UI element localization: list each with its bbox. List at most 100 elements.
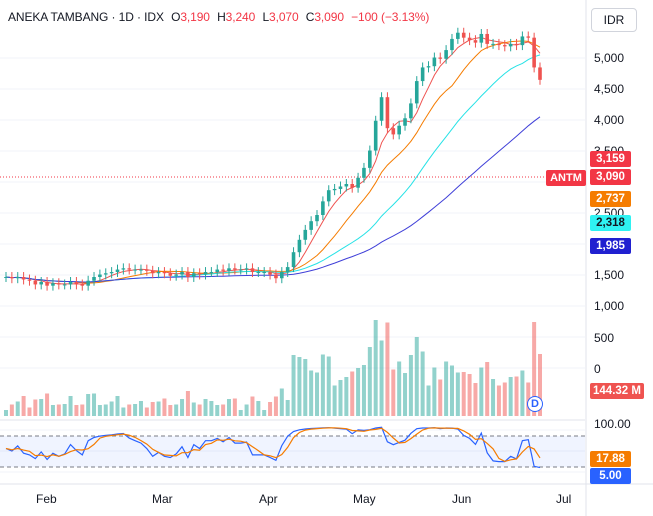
volume-bar <box>467 374 472 416</box>
candle-body <box>450 38 454 51</box>
candle-body <box>280 272 284 279</box>
volume-bar <box>9 404 14 416</box>
price-axis-label: 4,500 <box>594 82 625 96</box>
volume-bar <box>279 388 284 416</box>
volume-bar <box>508 377 513 416</box>
candle-body <box>297 239 302 253</box>
candle-body <box>356 177 360 188</box>
volume-bar <box>297 357 302 416</box>
volume-bar <box>256 401 261 416</box>
volume-bar <box>56 404 61 416</box>
volume-bar <box>121 407 126 416</box>
dividend-icon[interactable]: D <box>527 396 543 412</box>
candle-body <box>315 215 319 222</box>
candle-body <box>502 45 507 47</box>
candle-body <box>51 283 55 286</box>
ohlc-high-value: 3,240 <box>225 10 256 24</box>
candle-body <box>227 268 231 271</box>
volume-bar <box>238 410 243 416</box>
candle-body <box>332 188 337 191</box>
volume-bar <box>174 404 179 416</box>
volume-bar <box>262 410 267 416</box>
volume-bar <box>285 400 290 416</box>
volume-bar <box>502 382 507 416</box>
candle-body <box>133 269 137 271</box>
candle-body <box>538 67 542 80</box>
volume-bar <box>27 407 32 416</box>
volume-axis-label: 500 <box>594 331 615 345</box>
volume-bar <box>455 372 460 416</box>
volume-bar <box>403 373 408 416</box>
stoch-d-badge: 17.88 <box>590 451 631 467</box>
volume-bar <box>291 355 296 416</box>
volume-bar <box>268 402 273 416</box>
volume-bar <box>180 399 185 416</box>
candle-body <box>379 97 384 121</box>
candle-body <box>438 57 443 59</box>
candle-body <box>68 281 73 285</box>
volume-bar <box>479 367 484 416</box>
currency-button[interactable]: IDR <box>591 8 637 32</box>
candle-body <box>27 279 32 281</box>
candle-body <box>197 273 202 275</box>
moving-average-line <box>5 116 541 283</box>
volume-bar <box>244 404 249 416</box>
candle-body <box>526 36 531 38</box>
candle-body <box>309 221 313 230</box>
candle-body <box>127 268 132 270</box>
volume-bar <box>303 359 308 416</box>
candle-body <box>373 120 378 151</box>
candle-body <box>209 272 214 274</box>
candle-body <box>444 50 448 59</box>
volume-bar <box>215 405 220 416</box>
candle-body <box>303 229 308 240</box>
volume-bar <box>109 401 114 416</box>
volume-bar <box>426 385 431 416</box>
volume-bar <box>532 322 537 416</box>
candle-body <box>426 66 431 68</box>
candle-body <box>186 272 190 277</box>
last-price-badge: 3,090 <box>590 169 631 185</box>
volume-bar <box>62 404 67 416</box>
volume-bar <box>520 370 525 416</box>
candle-body <box>350 184 355 188</box>
ohlc-close-key: C <box>305 10 315 24</box>
volume-bar <box>80 404 85 416</box>
volume-bar <box>33 399 38 416</box>
volume-bar <box>473 383 478 416</box>
candle-body <box>139 269 143 271</box>
volume-bar <box>350 371 355 416</box>
candle-body <box>33 280 38 285</box>
volume-bar <box>438 379 443 416</box>
candle-body <box>344 184 349 187</box>
candle-body <box>397 125 401 135</box>
volume-bar <box>232 398 237 416</box>
candle-body <box>473 40 478 43</box>
price-axis-label: 5,000 <box>594 51 625 65</box>
candle-body <box>215 269 220 273</box>
candle-body <box>479 33 484 43</box>
candle-body <box>250 268 255 273</box>
volume-bar <box>39 399 44 416</box>
candle-body <box>385 97 390 129</box>
candle-body <box>4 277 8 278</box>
candle-body <box>362 167 366 178</box>
ma-slow-badge: 2,318 <box>590 215 631 231</box>
volume-bar <box>162 398 167 416</box>
candle-body <box>74 281 79 285</box>
candle-body <box>338 186 343 189</box>
volume-bar <box>338 380 343 416</box>
volume-bar <box>496 385 501 416</box>
candle-body <box>103 273 108 275</box>
candle-body <box>203 272 208 275</box>
volume-bar <box>97 405 102 416</box>
volume-bar <box>226 399 231 416</box>
symbol-header[interactable]: ANEKA TAMBANG · 1D · IDX O3,190 H3,240 L… <box>8 10 433 24</box>
candle-body <box>80 284 85 286</box>
candle-body <box>274 274 278 279</box>
candle-body <box>244 268 249 270</box>
volume-bar <box>45 393 50 416</box>
volume-bar <box>373 320 378 416</box>
candle-body <box>92 277 96 281</box>
